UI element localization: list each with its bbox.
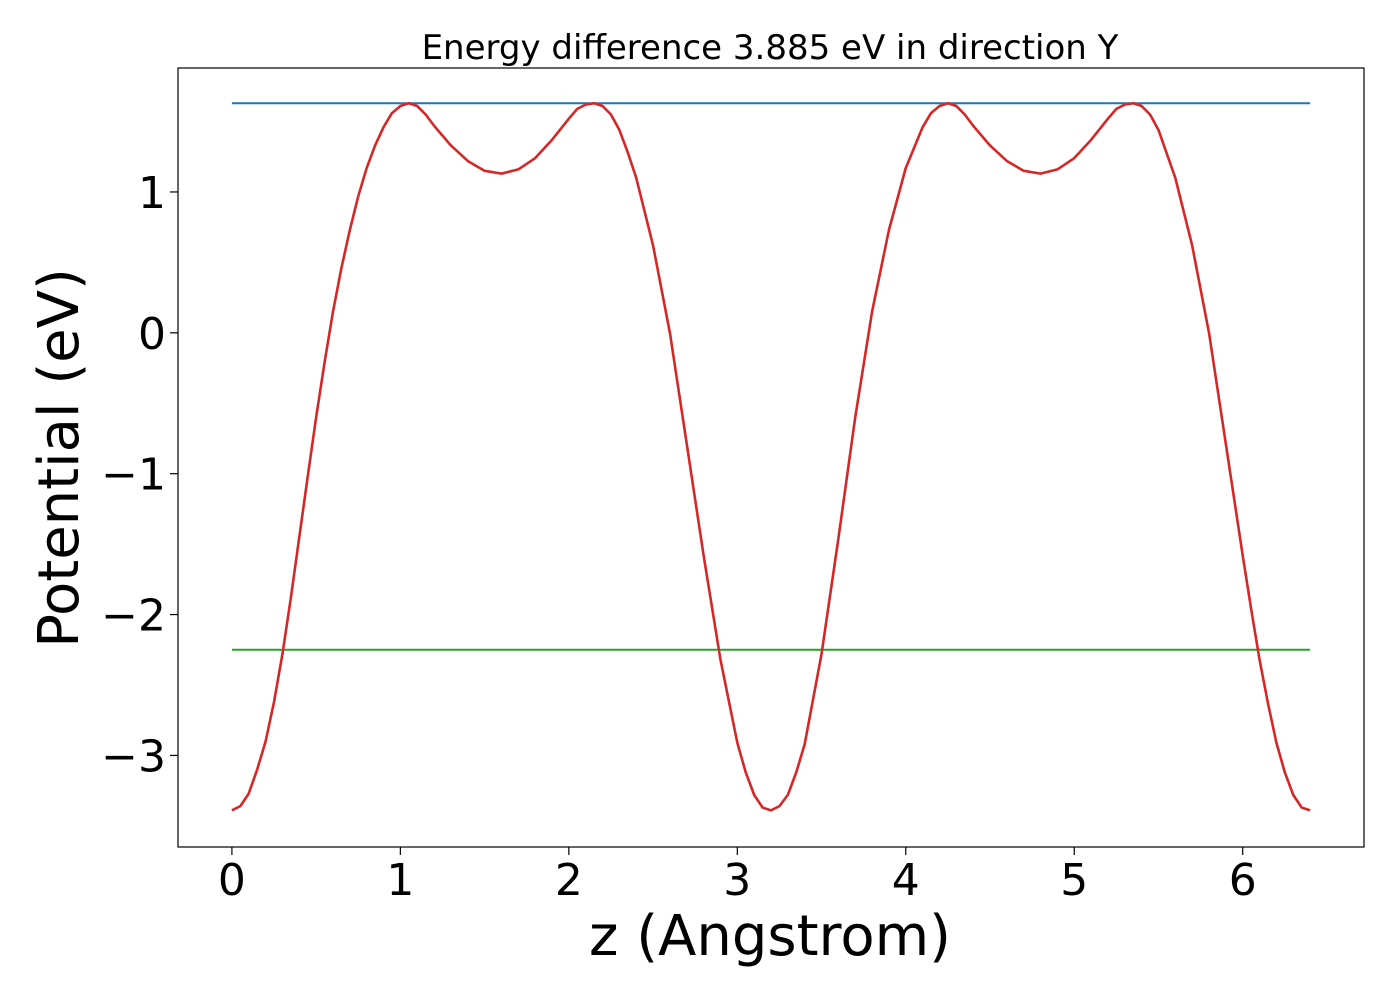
potential-curve-line bbox=[231, 101, 1311, 812]
x-tick-label: 4 bbox=[892, 855, 920, 906]
x-tick-label: 3 bbox=[723, 855, 751, 906]
y-tick-label: −1 bbox=[101, 450, 166, 501]
y-axis-ticks: 1 0 −1 −2 −3 bbox=[101, 168, 178, 782]
x-axis-label: z (Angstrom) bbox=[589, 904, 951, 969]
x-tick-label: 5 bbox=[1060, 855, 1088, 906]
plot-area-frame bbox=[177, 67, 1365, 848]
y-tick-label: 0 bbox=[138, 309, 166, 360]
series-layer bbox=[231, 101, 1311, 812]
x-tick-label: 0 bbox=[218, 855, 246, 906]
x-tick-label: 6 bbox=[1229, 855, 1257, 906]
y-tick-label: 1 bbox=[138, 168, 166, 219]
y-axis-label: Potential (eV) bbox=[27, 268, 92, 648]
y-tick-label: −3 bbox=[101, 731, 166, 782]
x-tick-label: 1 bbox=[386, 855, 414, 906]
x-axis-ticks: 0 1 2 3 4 5 6 bbox=[218, 847, 1257, 906]
chart-title: Energy difference 3.885 eV in direction … bbox=[422, 28, 1119, 68]
y-tick-label: −2 bbox=[101, 591, 166, 642]
x-tick-label: 2 bbox=[555, 855, 583, 906]
